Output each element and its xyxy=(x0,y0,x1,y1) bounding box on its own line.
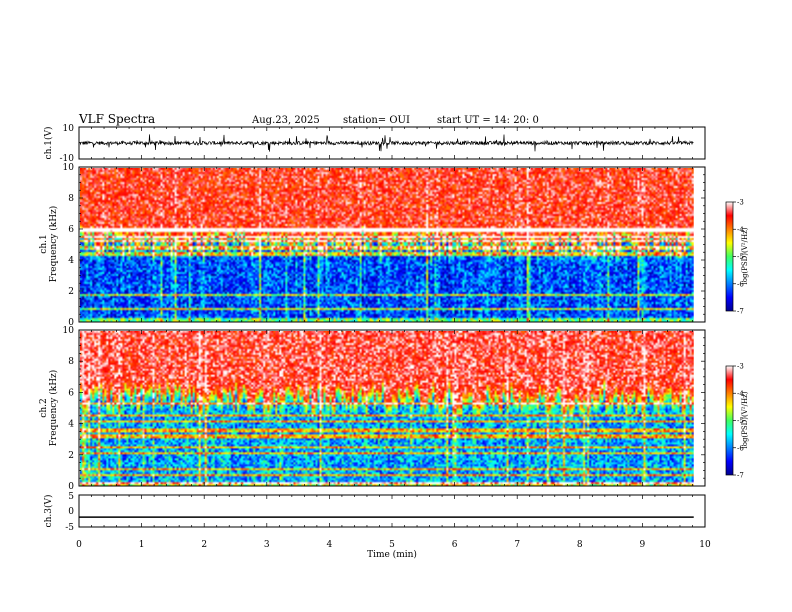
y-tick-label: 4 xyxy=(68,256,74,266)
time-axis-label: Time (min) xyxy=(367,549,417,560)
y-tick-label: 6 xyxy=(68,388,74,398)
ch1-spectrogram-image xyxy=(80,168,694,322)
y-tick-label: 0 xyxy=(68,318,74,328)
y-tick-label: 4 xyxy=(68,420,74,430)
ch1-spectrogram-yticks: 0 2 4 6 8 10 xyxy=(63,163,705,328)
colorbar-tick-label: -7 xyxy=(737,472,744,480)
ch1-colorbar-ticks: -3 -4 -5 -6 -7 xyxy=(733,199,744,316)
ch1-waveform-trace xyxy=(79,134,694,152)
ch1-ytick-bottom: -10 xyxy=(60,154,75,164)
time-axis-tick-labels: 0 1 2 3 4 5 6 7 8 9 10 xyxy=(76,540,711,550)
x-tick-label: 0 xyxy=(76,540,82,550)
colorbar-tick-label: -3 xyxy=(737,199,744,207)
figure-title: VLF Spectra xyxy=(78,112,155,126)
colorbar-tick-label: -6 xyxy=(737,280,744,288)
colorbar-tick-label: -6 xyxy=(737,444,744,452)
ch1-spectrogram-panel: 0 2 4 6 8 10 ch.1 Frequency (kHz) xyxy=(39,163,706,328)
y-tick-label: 8 xyxy=(68,194,74,204)
ch1-colorbar-label: log(PSD)(V²/Hz) xyxy=(741,227,749,284)
colorbar-tick-label: -4 xyxy=(737,390,744,398)
x-tick-label: 5 xyxy=(389,540,395,550)
x-tick-label: 3 xyxy=(264,540,270,550)
colorbar-tick-label: -3 xyxy=(737,363,744,371)
ch2-colorbar-label: log(PSD)(V²/Hz) xyxy=(741,391,749,448)
colorbar-tick-label: -5 xyxy=(737,253,744,261)
ch1-spectrogram-ylabel: Frequency (kHz) xyxy=(48,206,59,283)
ch2-colorbar-ticks: -3 -4 -5 -6 -7 xyxy=(733,363,744,480)
ch1-colorbar: -3 -4 -5 -6 -7 log(PSD)(V²/Hz) xyxy=(725,199,749,316)
time-axis-ticks xyxy=(78,127,706,527)
x-tick-label: 2 xyxy=(201,540,207,550)
figure-header: VLF Spectra Aug.23, 2025 station= OUI st… xyxy=(78,112,539,126)
ch1-colorbar-gradient xyxy=(726,202,733,311)
ch3-ytick-bottom: -5 xyxy=(65,523,74,533)
y-tick-label: 10 xyxy=(63,326,75,336)
ch1-ytick-top: 10 xyxy=(63,124,75,134)
ch1-waveform-ylabel: ch.1(V) xyxy=(43,127,54,160)
ch3-ytick-mid: 0 xyxy=(68,507,74,517)
x-tick-label: 10 xyxy=(699,540,711,550)
ch3-waveform-frame xyxy=(78,494,706,528)
y-tick-label: 6 xyxy=(68,225,74,235)
ch2-spectrogram-panel: 0 2 4 6 8 10 ch.2 Frequency (kHz) xyxy=(39,326,706,492)
ch2-spectrogram-ylabel: Frequency (kHz) xyxy=(48,370,59,447)
x-tick-label: 9 xyxy=(640,540,646,550)
ch3-ytick-top: 5 xyxy=(68,492,74,502)
y-tick-label: 10 xyxy=(63,163,75,173)
y-tick-label: 2 xyxy=(68,287,74,297)
ch2-colorbar-gradient xyxy=(726,366,733,475)
x-tick-label: 4 xyxy=(327,540,333,550)
ch1-waveform-panel: 10 -10 ch.1(V) xyxy=(43,124,706,164)
x-tick-label: 1 xyxy=(139,540,145,550)
colorbar-tick-label: -4 xyxy=(737,226,744,234)
x-tick-label: 8 xyxy=(577,540,583,550)
date-label: Aug.23, 2025 xyxy=(251,115,320,126)
ch1-spectrogram-ylabel-channel: ch.1 xyxy=(39,234,49,253)
start-time-label: start UT = 14: 20: 0 xyxy=(437,115,539,126)
colorbar-tick-label: -7 xyxy=(737,308,744,316)
colorbar-tick-label: -5 xyxy=(737,417,744,425)
x-tick-label: 6 xyxy=(452,540,458,550)
y-tick-label: 2 xyxy=(68,451,74,461)
y-tick-label: 0 xyxy=(68,482,74,492)
ch1-waveform-line xyxy=(79,134,694,152)
x-tick-label: 7 xyxy=(514,540,520,550)
ch3-waveform-panel: 5 0 -5 ch.3(V) xyxy=(43,492,706,533)
ch2-colorbar: -3 -4 -5 -6 -7 log(PSD)(V²/Hz) xyxy=(725,363,749,480)
y-tick-label: 8 xyxy=(68,357,74,367)
ch2-spectrogram-image xyxy=(80,331,694,486)
ch2-spectrogram-yticks: 0 2 4 6 8 10 xyxy=(63,326,705,492)
ch2-spectrogram-ylabel-channel: ch.2 xyxy=(39,398,49,417)
ch3-waveform-ylabel: ch.3(V) xyxy=(43,495,54,528)
station-label: station= OUI xyxy=(343,115,410,126)
